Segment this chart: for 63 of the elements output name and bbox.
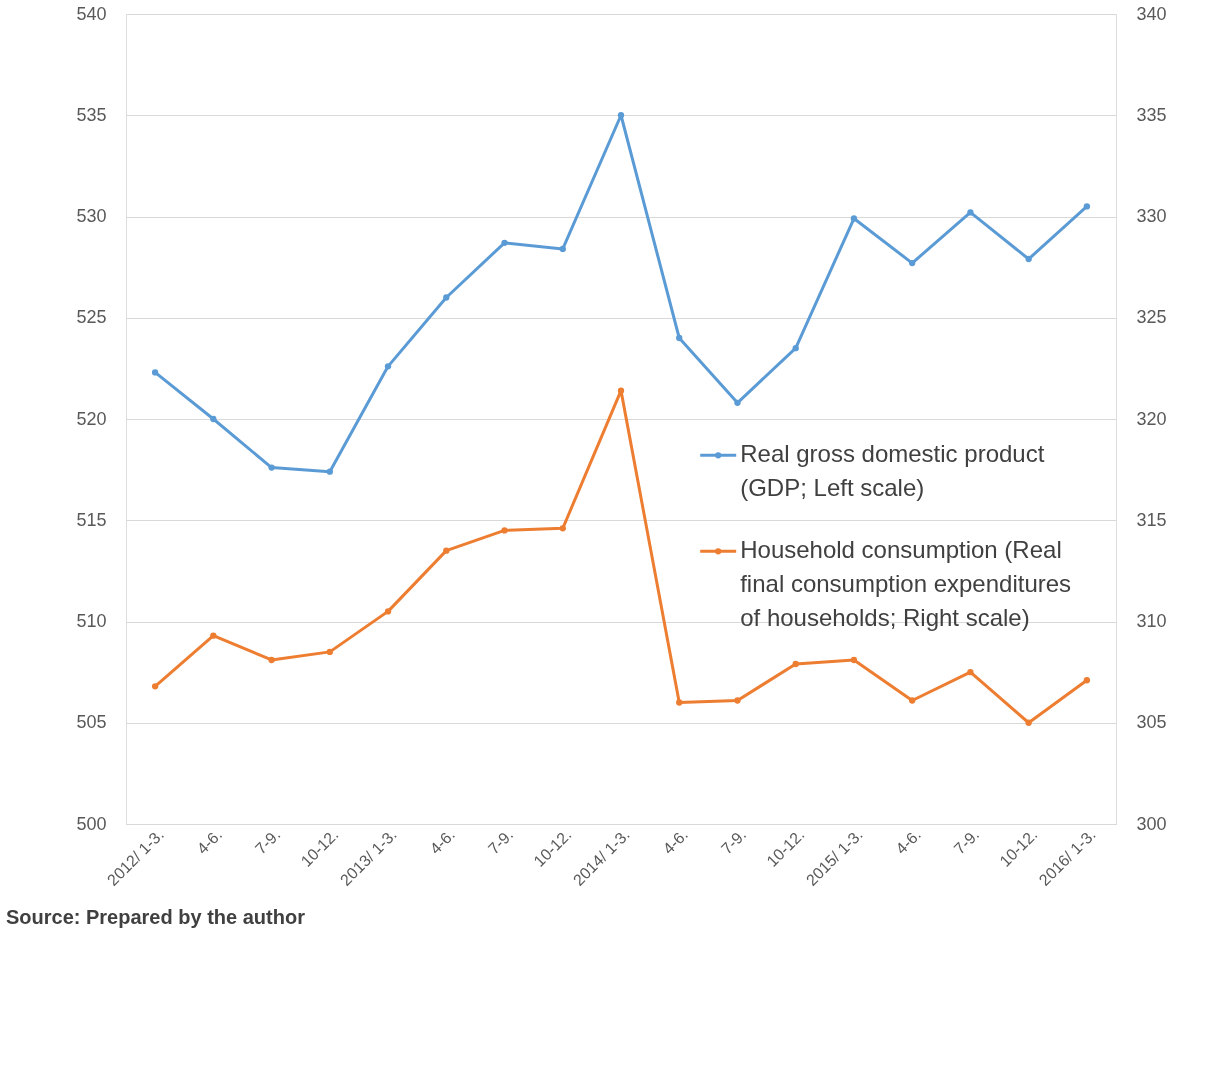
y2-tick-label: 320 <box>1136 408 1167 429</box>
y-tick-label: 540 <box>76 3 107 24</box>
x-tick-label: 7-9. <box>950 825 983 858</box>
y2-tick-label: 300 <box>1136 813 1167 834</box>
point <box>501 527 508 534</box>
x-tick-label: 7-9. <box>717 825 750 858</box>
y-tick-label: 505 <box>76 712 107 733</box>
point <box>151 683 159 690</box>
y-tick-label: 520 <box>76 408 107 429</box>
y-tick-label: 535 <box>76 104 107 125</box>
x-tick-label: 7-9. <box>484 825 517 858</box>
point <box>326 648 333 656</box>
x-tick-label: 4-6. <box>659 825 692 858</box>
point <box>326 468 333 475</box>
y-tick-label: 500 <box>76 813 107 834</box>
x-tick-label: 4-6. <box>892 825 924 858</box>
y-tick-label: 510 <box>76 611 107 631</box>
point <box>850 656 858 664</box>
point <box>268 464 275 471</box>
x-tick-label: 7-9. <box>251 825 284 858</box>
point <box>151 369 159 376</box>
point <box>559 245 566 253</box>
source-note: Source: Prepared by the author <box>5 906 306 929</box>
point <box>617 112 625 119</box>
y2-tick-label: 330 <box>1136 206 1167 226</box>
point <box>1083 677 1091 684</box>
point <box>1025 719 1032 726</box>
point <box>384 363 392 370</box>
y-tick-label: 525 <box>76 307 107 328</box>
y2-tick-label: 340 <box>1136 3 1167 24</box>
point <box>909 697 916 704</box>
point <box>792 344 799 352</box>
x-tick-label: 4-6. <box>426 825 459 858</box>
point <box>1025 255 1032 263</box>
point <box>792 660 799 668</box>
y2-tick-label: 310 <box>1136 611 1167 631</box>
point <box>268 656 275 664</box>
point <box>967 209 974 216</box>
point <box>734 399 741 406</box>
legend-label: Real gross domestic product (GDP; Left scale) <box>740 440 1045 502</box>
point <box>210 632 217 639</box>
y2-tick-label: 305 <box>1136 712 1167 733</box>
y-tick-label: 515 <box>76 509 107 530</box>
point <box>734 697 741 704</box>
legend-label: Household consumption (Real final consumption expenditures of households; Right scale) <box>740 536 1072 632</box>
y2-tick-label: 315 <box>1136 509 1167 530</box>
point <box>850 215 858 222</box>
point <box>676 699 683 706</box>
point <box>443 294 450 301</box>
y-tick-label: 530 <box>76 206 107 226</box>
point <box>501 239 508 246</box>
y2-tick-label: 325 <box>1136 307 1167 328</box>
point <box>1083 203 1091 210</box>
y2-tick-label: 335 <box>1136 104 1167 125</box>
point <box>384 608 392 615</box>
point <box>617 387 625 394</box>
x-tick-label: 4-6. <box>193 825 226 858</box>
point <box>676 334 683 342</box>
point <box>210 415 217 423</box>
point <box>967 668 974 676</box>
point <box>909 259 916 267</box>
point <box>559 525 566 532</box>
point <box>443 547 450 554</box>
